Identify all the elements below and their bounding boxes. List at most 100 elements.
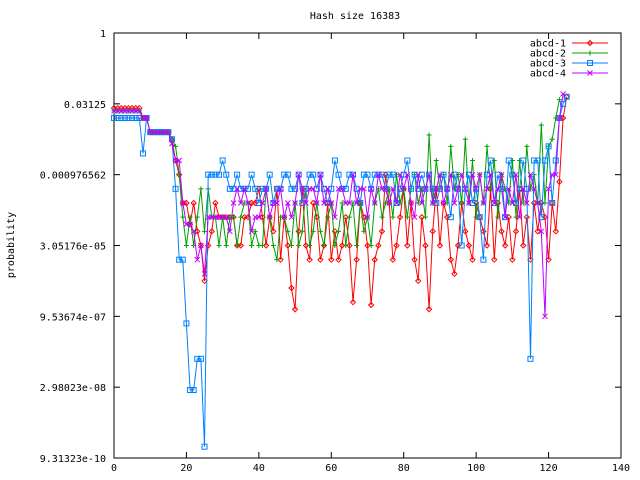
data-point [291,306,299,313]
data-point [317,171,324,178]
data-point [295,171,302,178]
y-tick-label: 0.000976562 [40,171,106,182]
data-point [534,157,541,164]
data-point [237,200,244,206]
data-point [531,185,537,192]
data-point [586,39,594,47]
data-point [234,185,240,192]
data-point [422,214,428,220]
data-point [455,185,462,192]
data-point [288,214,295,221]
data-point [480,200,487,206]
data-point [448,143,454,149]
data-point [375,242,382,249]
data-point [542,200,548,206]
data-point [418,213,426,221]
data-point [469,171,476,178]
data-point [223,243,229,248]
data-point [501,242,509,249]
data-point [201,277,208,285]
data-point [114,115,121,121]
data-point [469,256,476,263]
data-point [367,301,375,309]
data-point [328,185,335,192]
data-point [230,200,237,206]
data-point [118,115,125,121]
data-point [346,214,352,220]
data-point [364,171,371,178]
data-point [371,256,378,263]
data-point [393,242,400,249]
data-point [425,306,433,313]
data-point [183,199,190,207]
data-point [552,157,559,164]
data-point [273,185,280,192]
x-tick-label: 40 [253,463,265,474]
data-point [516,214,523,221]
data-point [563,93,570,100]
data-point [136,115,143,121]
data-point [313,200,320,206]
data-point [262,242,270,249]
data-point [523,185,530,192]
data-point [346,200,353,206]
data-point [451,200,458,206]
axis-ticks: 0 20 40 60 80 100 120 140 1 0.03125 0.000976562 3.0… [40,29,630,474]
data-point [414,277,422,285]
data-point [324,185,331,192]
data-point [462,136,468,142]
data-point [378,228,386,235]
data-point [502,214,508,221]
data-point [386,171,393,178]
data-point [198,242,204,249]
data-point [411,256,418,263]
data-point [187,214,193,220]
data-point [227,228,233,235]
series-abcd-3 [111,93,570,450]
data-point [484,143,490,149]
data-point [404,157,411,164]
data-point [125,115,132,121]
data-point [339,185,346,192]
legend-item: abcd-4 [530,69,608,80]
data-point [429,228,436,235]
data-point [397,171,403,178]
data-point [353,185,360,192]
data-point [212,199,219,207]
data-point [208,171,215,178]
series-abcd-4 [111,91,566,320]
data-point [454,242,462,249]
data-point [237,185,244,192]
data-point [411,171,418,178]
data-point [277,256,284,263]
legend-item: abcd-2 [530,49,608,60]
data-point [328,256,335,263]
data-point [284,171,291,178]
data-point [433,185,440,192]
data-point [545,143,552,150]
data-point [205,171,212,178]
data-point [255,185,263,193]
data-point [325,214,331,220]
data-point [483,242,491,249]
data-point [397,200,403,206]
data-point [552,171,559,178]
data-point [335,171,342,178]
data-point [270,243,276,248]
data-point [382,171,389,178]
data-point [136,108,143,114]
data-point [277,185,284,192]
y-axis-label: probability [6,212,17,278]
data-point [509,158,515,163]
data-point [266,171,273,178]
data-point [451,171,458,178]
data-point [194,355,201,362]
data-point [194,256,201,263]
data-point [339,200,345,206]
data-point [331,157,338,164]
series-group [110,91,570,450]
data-point [498,171,505,178]
data-point [422,185,429,192]
data-point [198,186,204,192]
data-point [332,243,338,248]
